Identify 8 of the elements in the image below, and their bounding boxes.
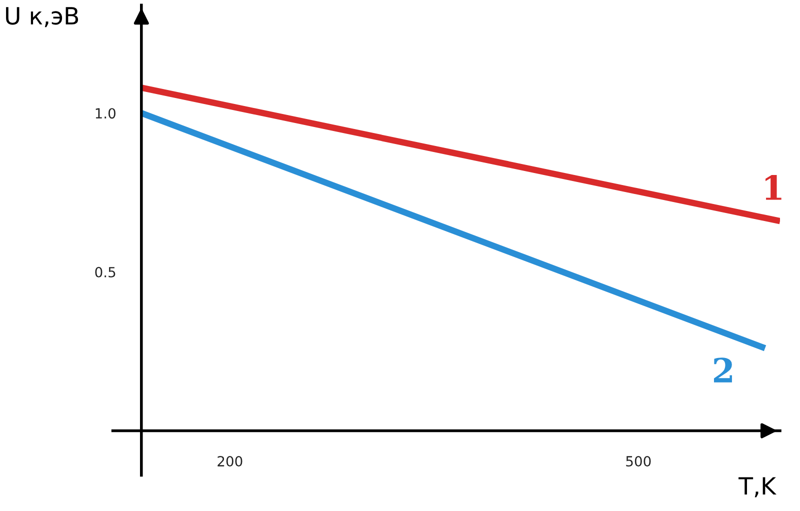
y-tick-label: 0.5 <box>95 266 116 278</box>
series-label: 2 <box>714 358 732 382</box>
series-label: 1 <box>766 175 782 200</box>
y-tick-label: 1.0 <box>96 108 116 119</box>
x-axis-title: T,K <box>738 477 776 498</box>
x-tick-label: 500 <box>626 456 651 467</box>
y-axis-title: U к,эВ <box>6 7 78 28</box>
x-tick-label: 200 <box>218 456 242 467</box>
